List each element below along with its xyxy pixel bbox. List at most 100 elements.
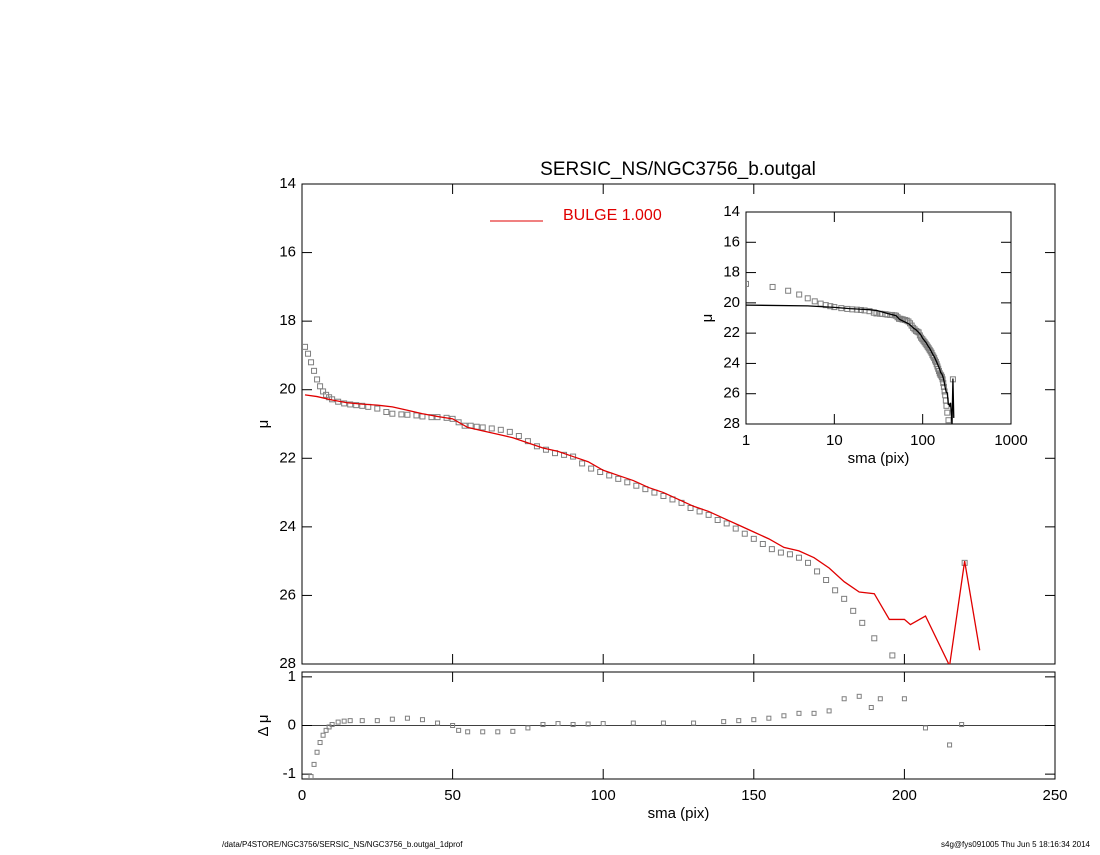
data-point <box>404 715 410 721</box>
data-point <box>497 426 504 433</box>
data-point <box>308 359 315 366</box>
data-point <box>859 619 866 626</box>
data-point <box>759 541 766 547</box>
data-point <box>320 388 327 395</box>
data-point <box>624 479 631 486</box>
data-point <box>922 725 928 731</box>
data-point <box>305 350 312 357</box>
data-point <box>804 295 811 302</box>
y-tick-label: 0 <box>288 716 296 733</box>
data-point <box>769 283 776 290</box>
data-point <box>404 411 411 418</box>
data-point <box>723 520 730 527</box>
data-point <box>308 774 314 779</box>
y-axis-label: Δ μ <box>255 714 272 736</box>
y-tick-label: 18 <box>723 264 740 281</box>
y-tick-label: 18 <box>279 312 296 329</box>
data-point <box>515 433 522 439</box>
y-tick-label: 1 <box>288 668 296 685</box>
y-axis-label: μ <box>699 314 716 323</box>
data-point <box>841 595 848 602</box>
x-tick-label: 150 <box>741 787 766 804</box>
data-point <box>540 722 546 728</box>
data-point <box>786 551 793 558</box>
x-tick-label: 10 <box>826 432 843 449</box>
data-point <box>795 554 802 561</box>
data-point <box>341 718 347 724</box>
data-point <box>555 721 561 727</box>
data-point <box>524 438 531 445</box>
data-point <box>805 559 812 566</box>
data-point <box>941 388 948 395</box>
data-point <box>311 761 317 767</box>
plot-area <box>302 343 981 664</box>
data-point <box>826 708 832 714</box>
data-point <box>314 376 321 383</box>
data-point <box>691 720 697 726</box>
data-point <box>768 546 775 553</box>
data-point <box>359 402 366 409</box>
data-point <box>488 425 495 432</box>
data-point <box>329 722 335 728</box>
y-tick-label: 16 <box>723 233 740 250</box>
data-point <box>353 402 360 409</box>
data-point <box>947 742 953 748</box>
data-point <box>347 718 353 724</box>
data-point <box>944 409 951 416</box>
x-tick-label: 1 <box>742 432 750 449</box>
y-axis-label: μ <box>255 420 272 429</box>
y-tick-label: 22 <box>723 324 740 341</box>
data-point <box>651 489 658 496</box>
data-point <box>579 460 586 467</box>
data-point <box>832 587 839 594</box>
y-tick-label: 20 <box>723 294 740 311</box>
data-point <box>317 383 324 390</box>
data-point <box>347 401 354 408</box>
data-point <box>781 713 787 719</box>
plot-area <box>302 693 1055 779</box>
x-tick-label: 250 <box>1042 787 1067 804</box>
footer-left: /data/P4STORE/NGC3756/SERSIC_NS/NGC3756_… <box>222 840 463 849</box>
data-point <box>450 723 456 728</box>
data-point <box>314 749 320 755</box>
data-point <box>868 705 874 711</box>
model-line <box>746 304 955 424</box>
data-point <box>311 367 318 374</box>
data-point <box>428 414 435 421</box>
data-point <box>455 419 462 426</box>
data-point <box>320 732 326 738</box>
x-tick-label: 0 <box>298 787 306 804</box>
data-point <box>877 696 883 702</box>
data-point <box>751 717 757 723</box>
y-tick-label: 14 <box>723 203 740 220</box>
data-point <box>341 400 348 407</box>
y-tick-label: 24 <box>723 354 740 371</box>
data-point <box>302 343 309 350</box>
data-point <box>850 607 857 614</box>
data-point <box>465 729 471 735</box>
plot-area <box>746 280 956 424</box>
data-point <box>945 417 952 424</box>
data-point <box>374 405 381 412</box>
y-tick-label: 28 <box>723 415 740 432</box>
data-point <box>785 287 792 294</box>
model-line <box>304 394 981 664</box>
data-point <box>525 725 531 731</box>
data-point <box>435 720 441 726</box>
data-point <box>871 635 878 642</box>
data-point <box>766 715 772 721</box>
data-point <box>796 291 803 298</box>
data-point <box>732 525 739 532</box>
x-tick-label: 1000 <box>994 432 1027 449</box>
data-point <box>570 453 577 460</box>
data-point <box>746 280 749 287</box>
y-tick-label: 28 <box>279 655 296 672</box>
data-point <box>814 568 821 575</box>
data-point <box>389 716 395 722</box>
legend-label: BULGE 1.000 <box>563 207 662 224</box>
data-point <box>959 722 965 728</box>
data-point <box>606 472 613 479</box>
data-point <box>597 469 604 475</box>
data-point <box>705 511 712 518</box>
